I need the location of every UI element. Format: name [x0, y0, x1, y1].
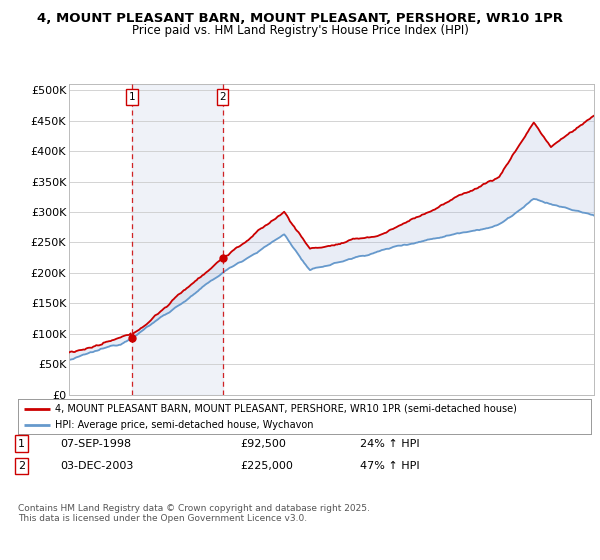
Text: 4, MOUNT PLEASANT BARN, MOUNT PLEASANT, PERSHORE, WR10 1PR (semi-detached house): 4, MOUNT PLEASANT BARN, MOUNT PLEASANT, … — [55, 404, 517, 414]
Text: 24% ↑ HPI: 24% ↑ HPI — [360, 438, 419, 449]
Text: Contains HM Land Registry data © Crown copyright and database right 2025.
This d: Contains HM Land Registry data © Crown c… — [18, 504, 370, 524]
Text: 1: 1 — [129, 92, 136, 102]
Text: 2: 2 — [18, 461, 25, 471]
Text: £92,500: £92,500 — [240, 438, 286, 449]
Text: 07-SEP-1998: 07-SEP-1998 — [60, 438, 131, 449]
Text: HPI: Average price, semi-detached house, Wychavon: HPI: Average price, semi-detached house,… — [55, 421, 314, 430]
Text: Price paid vs. HM Land Registry's House Price Index (HPI): Price paid vs. HM Land Registry's House … — [131, 24, 469, 36]
Text: 2: 2 — [219, 92, 226, 102]
Text: 4, MOUNT PLEASANT BARN, MOUNT PLEASANT, PERSHORE, WR10 1PR: 4, MOUNT PLEASANT BARN, MOUNT PLEASANT, … — [37, 12, 563, 25]
Text: 1: 1 — [18, 438, 25, 449]
Text: 03-DEC-2003: 03-DEC-2003 — [60, 461, 133, 471]
Bar — [132, 84, 223, 395]
Text: 47% ↑ HPI: 47% ↑ HPI — [360, 461, 419, 471]
Text: £225,000: £225,000 — [240, 461, 293, 471]
